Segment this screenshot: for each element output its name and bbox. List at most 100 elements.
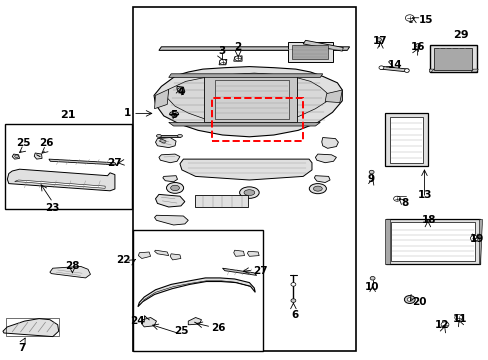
Ellipse shape: [393, 196, 400, 201]
Bar: [292, 45, 327, 59]
Polygon shape: [478, 219, 481, 264]
Polygon shape: [428, 69, 433, 72]
Polygon shape: [138, 252, 150, 258]
Bar: [433, 48, 471, 70]
Text: 19: 19: [468, 234, 483, 244]
Text: 16: 16: [410, 42, 425, 52]
Polygon shape: [177, 86, 184, 93]
Ellipse shape: [405, 15, 413, 21]
Polygon shape: [385, 219, 389, 264]
Text: 7: 7: [18, 343, 26, 353]
Polygon shape: [222, 268, 256, 275]
Polygon shape: [168, 122, 320, 126]
Polygon shape: [188, 318, 201, 325]
Polygon shape: [159, 139, 166, 143]
Polygon shape: [167, 73, 327, 124]
Text: 23: 23: [45, 203, 60, 213]
Text: 13: 13: [417, 190, 432, 200]
Bar: [194, 195, 248, 207]
Polygon shape: [380, 66, 408, 72]
Bar: [211, 98, 303, 141]
Text: 25: 25: [16, 138, 31, 148]
Text: 21: 21: [60, 109, 75, 120]
Ellipse shape: [177, 88, 182, 92]
Ellipse shape: [169, 112, 178, 116]
Text: 2: 2: [234, 42, 241, 52]
Ellipse shape: [404, 69, 408, 72]
Polygon shape: [159, 47, 349, 50]
Text: 17: 17: [372, 36, 387, 46]
Polygon shape: [49, 159, 116, 165]
Text: 11: 11: [451, 314, 466, 324]
Polygon shape: [159, 154, 180, 163]
Polygon shape: [321, 138, 338, 148]
Ellipse shape: [15, 155, 19, 158]
Ellipse shape: [239, 187, 259, 198]
Ellipse shape: [156, 134, 161, 137]
Ellipse shape: [415, 44, 420, 47]
Polygon shape: [159, 135, 180, 137]
Polygon shape: [155, 138, 176, 148]
Polygon shape: [12, 154, 20, 159]
Polygon shape: [34, 153, 42, 159]
Polygon shape: [180, 159, 311, 180]
Polygon shape: [50, 266, 90, 278]
Bar: [133, 7, 355, 351]
Ellipse shape: [376, 38, 381, 41]
Ellipse shape: [469, 235, 477, 241]
Text: 29: 29: [452, 30, 468, 40]
Polygon shape: [154, 89, 168, 109]
Text: 20: 20: [411, 297, 426, 307]
Text: 26: 26: [211, 323, 225, 333]
Text: 22: 22: [116, 255, 131, 265]
Bar: [386, 219, 479, 264]
Polygon shape: [138, 278, 255, 307]
Bar: [6, 318, 59, 336]
Text: 12: 12: [434, 320, 449, 330]
Ellipse shape: [290, 283, 295, 286]
Polygon shape: [314, 176, 329, 183]
Polygon shape: [470, 69, 477, 72]
Bar: [389, 117, 423, 163]
Ellipse shape: [404, 296, 414, 303]
Polygon shape: [247, 251, 259, 256]
Text: 24: 24: [130, 316, 144, 326]
Polygon shape: [142, 318, 156, 327]
Polygon shape: [325, 90, 342, 103]
Text: 28: 28: [65, 261, 80, 271]
Polygon shape: [168, 74, 322, 77]
Ellipse shape: [170, 185, 179, 191]
Text: 3: 3: [218, 46, 224, 56]
Polygon shape: [3, 319, 59, 337]
Text: 9: 9: [366, 174, 373, 184]
Text: 4: 4: [177, 87, 184, 97]
Text: 14: 14: [387, 60, 402, 70]
Bar: [5, 124, 132, 209]
Text: 6: 6: [291, 310, 298, 320]
Polygon shape: [163, 176, 177, 182]
Text: 18: 18: [421, 215, 436, 225]
Text: 27: 27: [106, 158, 121, 168]
Text: 8: 8: [400, 198, 407, 208]
Text: 15: 15: [418, 15, 432, 25]
Text: 5: 5: [170, 110, 177, 120]
Ellipse shape: [308, 184, 326, 194]
Text: 25: 25: [173, 325, 188, 336]
Polygon shape: [7, 169, 115, 191]
Polygon shape: [155, 194, 184, 207]
Polygon shape: [233, 56, 242, 61]
Polygon shape: [303, 40, 343, 51]
Ellipse shape: [368, 170, 373, 174]
Polygon shape: [154, 67, 342, 137]
Bar: [390, 222, 474, 261]
Bar: [429, 45, 476, 72]
Ellipse shape: [166, 183, 183, 193]
Polygon shape: [15, 180, 105, 188]
Text: 26: 26: [39, 138, 54, 148]
Bar: [133, 230, 262, 351]
Ellipse shape: [378, 66, 383, 69]
Ellipse shape: [313, 186, 322, 191]
Text: 27: 27: [253, 266, 267, 276]
Ellipse shape: [244, 190, 254, 195]
Ellipse shape: [407, 298, 411, 301]
